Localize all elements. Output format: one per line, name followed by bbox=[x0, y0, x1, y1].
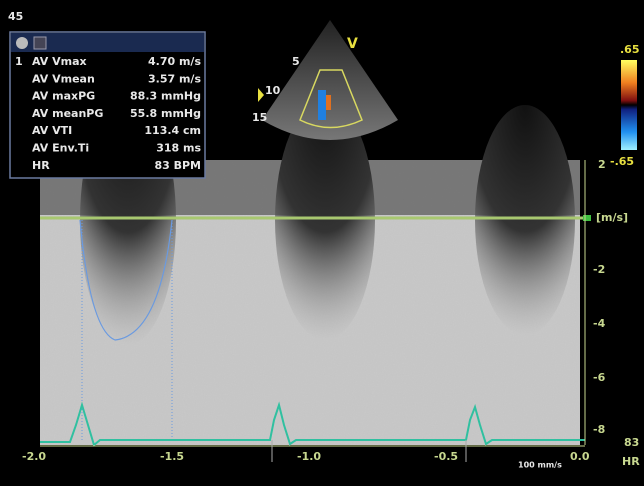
heart-rate-label: HR bbox=[622, 455, 640, 468]
measurement-value: 4.70 m/s bbox=[148, 55, 201, 68]
velocity-unit: [m/s] bbox=[596, 211, 628, 224]
sector-image bbox=[262, 20, 398, 140]
baseline-marker bbox=[583, 215, 591, 221]
frame-number: 45 bbox=[8, 10, 23, 23]
time-tick: -2.0 bbox=[22, 450, 46, 463]
envelope bbox=[475, 105, 575, 335]
time-tick: -1.0 bbox=[297, 450, 321, 463]
focus-marker bbox=[258, 88, 264, 102]
measurement-label: AV Vmax bbox=[32, 55, 87, 68]
measurement-value: 83 BPM bbox=[154, 159, 201, 172]
time-tick: 0.0 bbox=[570, 450, 590, 463]
time-tick: -1.5 bbox=[160, 450, 184, 463]
measurement-panel bbox=[10, 32, 205, 178]
velocity-tick: -4 bbox=[593, 317, 606, 330]
depth-label: 10 bbox=[265, 84, 281, 97]
measurement-value: 3.57 m/s bbox=[148, 72, 201, 85]
measurement-value: 113.4 cm bbox=[144, 124, 201, 137]
measurement-index: 1 bbox=[15, 55, 23, 68]
panel-icon[interactable] bbox=[16, 37, 28, 49]
view-label: V bbox=[347, 36, 358, 52]
measurement-label: AV maxPG bbox=[32, 90, 95, 103]
depth-label: 15 bbox=[252, 111, 267, 124]
heart-rate-value: 83 bbox=[624, 436, 639, 449]
velocity-tick: 2 bbox=[598, 158, 606, 171]
velocity-tick: -8 bbox=[593, 423, 605, 436]
velocity-tick: -2 bbox=[593, 263, 605, 276]
measurement-value: 318 ms bbox=[156, 142, 201, 155]
color-bar-max: .65 bbox=[620, 43, 640, 56]
ultrasound-screen: 45 2 [m/s] -2 -4 -6 -8 -2.0 -1.5 -1.0 -0… bbox=[0, 0, 644, 486]
depth-label: 5 bbox=[292, 55, 300, 68]
color-flow bbox=[318, 90, 326, 120]
measurement-value: 55.8 mmHg bbox=[130, 107, 201, 120]
measurement-value: 88.3 mmHg bbox=[130, 90, 201, 103]
measurement-label: HR bbox=[32, 159, 50, 172]
color-bar-min: -.65 bbox=[610, 155, 634, 168]
color-bar bbox=[621, 60, 637, 150]
measurement-label: AV Vmean bbox=[32, 72, 95, 85]
measurement-label: AV meanPG bbox=[32, 107, 103, 120]
measurement-label: AV VTI bbox=[32, 124, 72, 137]
color-flow bbox=[326, 95, 331, 110]
panel-icon[interactable] bbox=[34, 37, 46, 49]
measurement-label: AV Env.Ti bbox=[32, 142, 89, 155]
sweep-speed: 100 mm/s bbox=[518, 461, 562, 470]
time-tick: -0.5 bbox=[434, 450, 458, 463]
velocity-tick: -6 bbox=[593, 371, 606, 384]
